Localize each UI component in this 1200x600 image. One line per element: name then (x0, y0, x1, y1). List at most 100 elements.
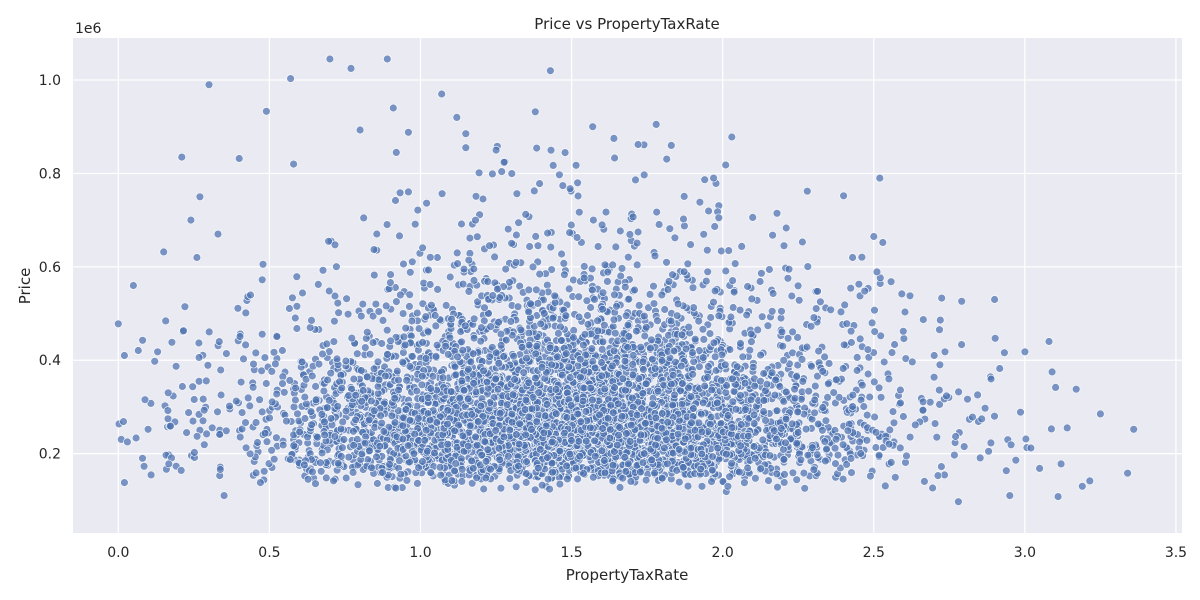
scatter-point (846, 327, 856, 336)
scatter-point (580, 262, 589, 271)
scatter-point (471, 387, 481, 397)
scatter-point (639, 365, 648, 374)
scatter-point (506, 317, 516, 326)
scatter-point (536, 319, 545, 328)
scatter-point (933, 471, 943, 480)
scatter-point (244, 393, 253, 403)
scatter-point (700, 175, 709, 184)
scatter-point (365, 446, 374, 455)
scatter-point (270, 455, 279, 464)
scatter-point (703, 246, 712, 255)
scatter-point (469, 379, 478, 388)
scatter-point (831, 435, 841, 444)
scatter-point (678, 463, 688, 472)
scatter-point (858, 381, 867, 390)
scatter-point (215, 337, 224, 346)
scatter-point (374, 307, 383, 316)
scatter-point (852, 366, 862, 375)
scatter-point (330, 291, 340, 301)
scatter-point (507, 169, 516, 178)
scatter-point (950, 450, 959, 460)
scatter-point (925, 398, 935, 407)
scatter-point (899, 327, 908, 336)
scatter-point (703, 373, 712, 382)
scatter-point (742, 310, 751, 320)
scatter-point (367, 396, 376, 406)
scatter-point (587, 344, 597, 353)
scatter-point (767, 307, 777, 316)
scatter-point (546, 146, 556, 155)
scatter-point (418, 299, 427, 308)
scatter-point (937, 293, 946, 303)
scatter-point (399, 332, 409, 341)
scatter-point (838, 364, 848, 373)
scatter-point (222, 349, 231, 358)
scatter-point (657, 356, 667, 365)
scatter-point (503, 400, 512, 409)
scatter-point (697, 409, 706, 419)
scatter-point (236, 432, 245, 442)
scatter-point (146, 470, 156, 480)
scatter-point (548, 468, 557, 477)
scatter-point (402, 376, 411, 385)
scatter-point (918, 406, 928, 415)
scatter-point (163, 414, 173, 423)
scatter-point (731, 405, 741, 414)
scatter-point (781, 223, 791, 233)
scatter-point (764, 476, 773, 485)
scatter-point (245, 401, 255, 411)
scatter-point (329, 337, 339, 346)
scatter-point (493, 385, 503, 394)
scatter-point (723, 411, 733, 420)
scatter-point (986, 438, 996, 448)
scatter-point (597, 371, 606, 380)
scatter-point (146, 399, 156, 408)
scatter-point (957, 297, 966, 306)
scatter-point (317, 448, 327, 458)
scatter-point (131, 433, 141, 443)
scatter-point (540, 309, 549, 318)
scatter-point (634, 301, 644, 310)
scatter-point (278, 346, 287, 355)
scatter-point (663, 285, 673, 294)
scatter-point (344, 452, 353, 462)
scatter-point (289, 402, 299, 412)
scatter-point (469, 264, 478, 274)
scatter-point (636, 343, 645, 352)
scatter-point (650, 468, 659, 478)
scatter-point (688, 370, 697, 379)
scatter-point (891, 473, 900, 482)
scatter-point (740, 478, 749, 487)
scatter-point (303, 475, 313, 484)
scatter-point (1085, 476, 1095, 486)
scatter-point (777, 424, 786, 433)
scatter-point (767, 368, 777, 377)
scatter-point (357, 397, 366, 406)
scatter-point (688, 348, 697, 357)
scatter-point (677, 400, 687, 409)
scatter-point (834, 393, 844, 402)
scatter-point (390, 394, 399, 403)
scatter-point (532, 285, 541, 294)
scatter-point (540, 411, 550, 421)
scatter-point (975, 453, 985, 463)
scatter-point (954, 387, 963, 397)
scatter-point (499, 352, 508, 361)
scatter-point (319, 386, 329, 396)
scatter-point (524, 378, 533, 387)
scatter-point (710, 222, 719, 231)
scatter-point (316, 458, 325, 467)
scatter-point (826, 305, 835, 314)
scatter-point (755, 277, 765, 286)
scatter-point (778, 342, 787, 351)
scatter-point (442, 301, 451, 310)
scatter-point (258, 260, 268, 269)
scatter-point (413, 308, 422, 318)
scatter-point (314, 280, 323, 289)
scatter-point (608, 260, 617, 270)
scatter-point (590, 295, 599, 304)
scatter-point (203, 361, 213, 370)
scatter-point (458, 279, 468, 289)
scatter-point (806, 322, 816, 331)
scatter-point (488, 169, 497, 179)
